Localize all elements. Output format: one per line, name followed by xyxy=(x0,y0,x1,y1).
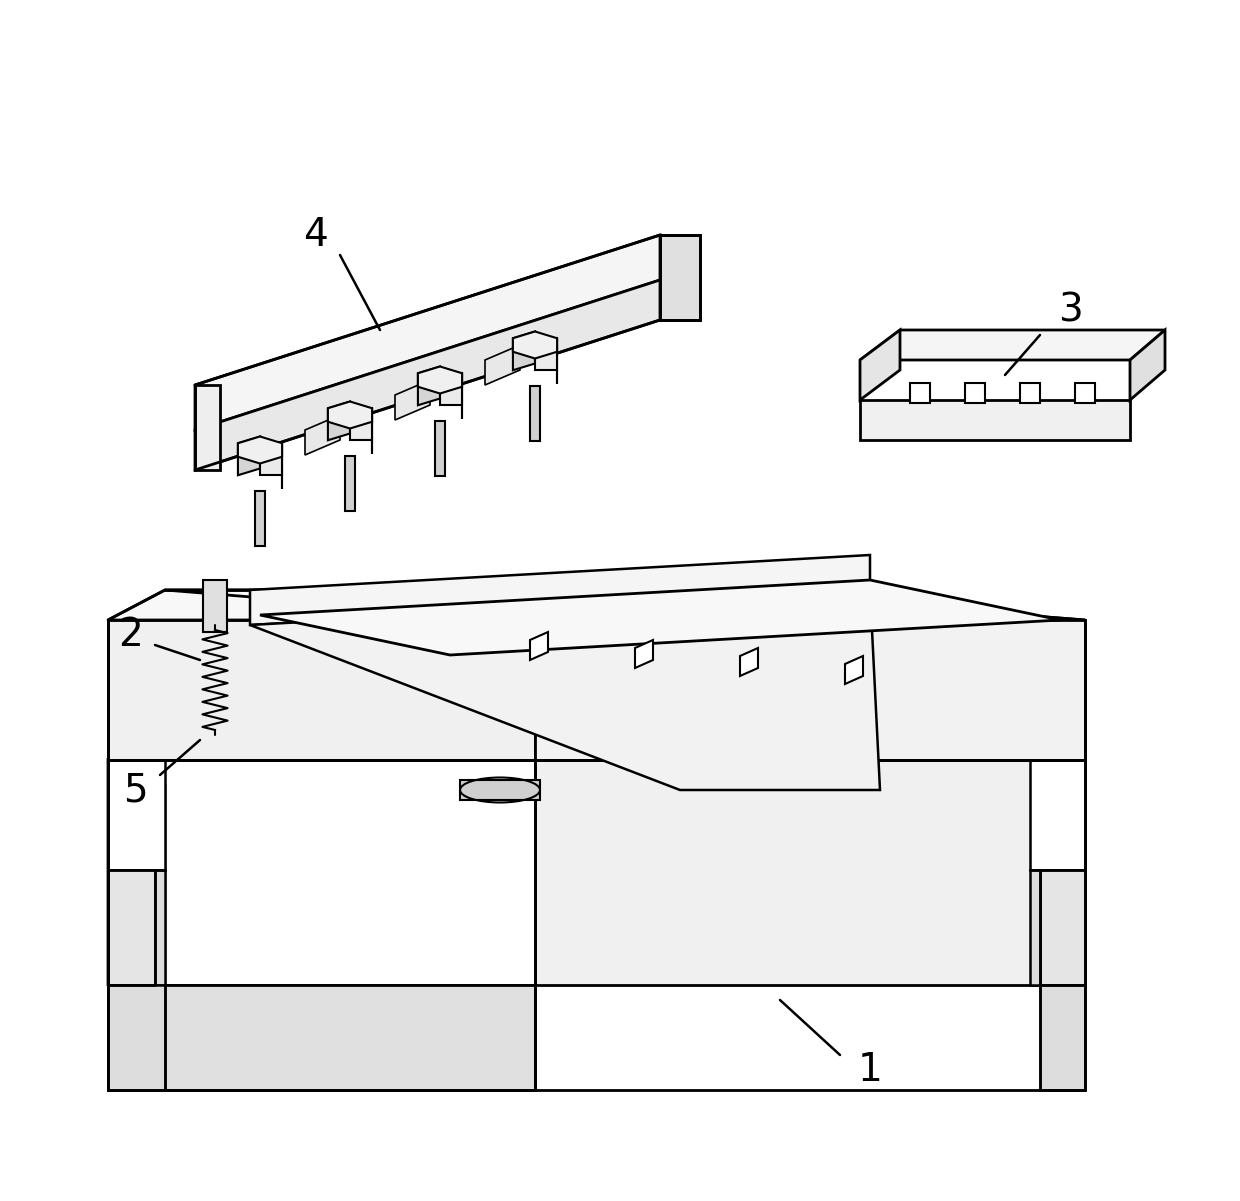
Polygon shape xyxy=(1075,383,1095,404)
Polygon shape xyxy=(108,985,165,1091)
Polygon shape xyxy=(1040,985,1085,1091)
Polygon shape xyxy=(305,416,340,455)
Polygon shape xyxy=(195,235,660,430)
Polygon shape xyxy=(534,760,1085,985)
Polygon shape xyxy=(635,640,653,668)
Polygon shape xyxy=(238,436,281,464)
Text: 5: 5 xyxy=(123,771,148,809)
Polygon shape xyxy=(108,985,534,1091)
Text: 1: 1 xyxy=(858,1051,883,1089)
Polygon shape xyxy=(513,331,557,359)
Polygon shape xyxy=(165,590,1085,620)
Polygon shape xyxy=(1030,760,1085,870)
Polygon shape xyxy=(108,870,155,985)
Polygon shape xyxy=(203,580,227,632)
Text: 2: 2 xyxy=(118,616,143,655)
Polygon shape xyxy=(254,491,265,546)
Polygon shape xyxy=(250,555,870,625)
Text: 3: 3 xyxy=(1058,291,1083,329)
Polygon shape xyxy=(1040,870,1085,985)
Polygon shape xyxy=(485,345,520,386)
Polygon shape xyxy=(1021,383,1040,404)
Polygon shape xyxy=(195,386,219,470)
Polygon shape xyxy=(861,330,1166,360)
Polygon shape xyxy=(327,401,350,441)
Polygon shape xyxy=(108,620,534,760)
Polygon shape xyxy=(1030,870,1040,985)
Polygon shape xyxy=(108,620,165,760)
Polygon shape xyxy=(260,580,1060,655)
Polygon shape xyxy=(238,436,260,476)
Polygon shape xyxy=(108,590,701,620)
Polygon shape xyxy=(418,366,440,405)
Polygon shape xyxy=(345,456,356,510)
Polygon shape xyxy=(108,760,165,870)
Polygon shape xyxy=(350,408,372,441)
Polygon shape xyxy=(844,656,863,685)
Polygon shape xyxy=(396,380,430,420)
Polygon shape xyxy=(195,280,660,470)
Polygon shape xyxy=(534,339,557,370)
Polygon shape xyxy=(660,235,701,319)
Polygon shape xyxy=(861,330,900,400)
Polygon shape xyxy=(418,366,463,394)
Polygon shape xyxy=(327,401,372,429)
Polygon shape xyxy=(440,374,463,405)
Polygon shape xyxy=(529,386,541,441)
Polygon shape xyxy=(910,383,930,404)
Text: 4: 4 xyxy=(303,216,327,253)
Polygon shape xyxy=(513,331,534,370)
Polygon shape xyxy=(529,632,548,661)
Polygon shape xyxy=(108,985,534,1091)
Polygon shape xyxy=(434,422,445,476)
Polygon shape xyxy=(740,649,758,676)
Polygon shape xyxy=(460,779,539,800)
Polygon shape xyxy=(165,730,1085,760)
Polygon shape xyxy=(1130,330,1166,400)
Polygon shape xyxy=(108,730,701,760)
Polygon shape xyxy=(250,590,880,790)
Polygon shape xyxy=(861,400,1130,440)
Polygon shape xyxy=(534,620,1085,760)
Polygon shape xyxy=(260,443,281,476)
Polygon shape xyxy=(155,870,165,985)
Polygon shape xyxy=(108,760,165,1010)
Polygon shape xyxy=(965,383,985,404)
